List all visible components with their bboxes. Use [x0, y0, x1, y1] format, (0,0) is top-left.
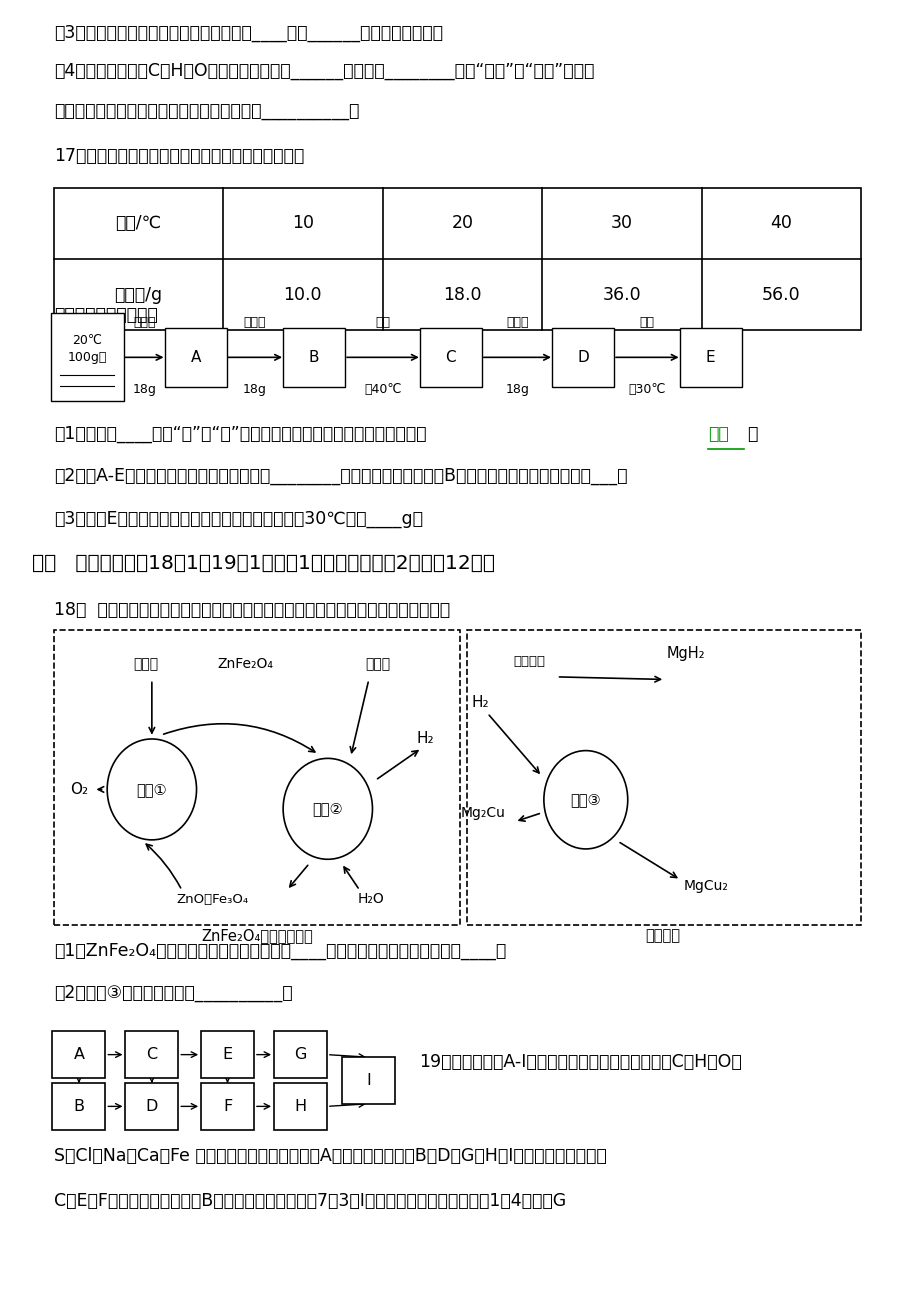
Text: 至40℃: 至40℃: [364, 383, 402, 396]
Text: B: B: [309, 350, 319, 365]
FancyBboxPatch shape: [125, 1031, 178, 1078]
Text: 温度/℃: 温度/℃: [116, 215, 162, 233]
FancyBboxPatch shape: [419, 328, 482, 387]
Text: 按如图步骤进行操作：: 按如图步骤进行操作：: [54, 306, 158, 324]
Text: 40: 40: [769, 215, 791, 233]
Bar: [54, 187, 860, 331]
Text: E: E: [222, 1047, 233, 1062]
Text: MgH₂: MgH₂: [666, 646, 705, 661]
Text: 18g: 18g: [505, 383, 528, 396]
FancyBboxPatch shape: [52, 1031, 106, 1078]
Bar: [54, 630, 460, 926]
Text: 加入甲: 加入甲: [244, 316, 266, 329]
Text: （2）反应③的化学方程式为__________。: （2）反应③的化学方程式为__________。: [54, 983, 292, 1001]
Text: 反应②: 反应②: [312, 801, 343, 816]
Text: A: A: [190, 350, 200, 365]
Ellipse shape: [543, 751, 627, 849]
Text: 上述对肉桂醛性质的描述中属于化学性质的是__________。: 上述对肉桂醛性质的描述中属于化学性质的是__________。: [54, 103, 359, 121]
FancyBboxPatch shape: [165, 328, 226, 387]
Text: （2）在A-E的溶液中，属于不饱和溶液的是________（填序号，下同），与B溶液的溶质质量分数相同的是___；: （2）在A-E的溶液中，属于不饱和溶液的是________（填序号，下同），与B…: [54, 467, 627, 486]
Text: O₂: O₂: [70, 783, 88, 797]
Text: G: G: [294, 1047, 306, 1062]
Text: 100g水: 100g水: [67, 350, 107, 363]
Text: C、E、F均由三种元素组成。B中两种元素的质量比为7：3，I中两种元素的原子个数比为1：4，固态G: C、E、F均由三种元素组成。B中两种元素的质量比为7：3，I中两种元素的原子个数…: [54, 1191, 566, 1210]
Text: 19．如图所示，A-I是初中化学常见的物质，分别由C、H、O、: 19．如图所示，A-I是初中化学常见的物质，分别由C、H、O、: [418, 1053, 741, 1072]
Text: E: E: [705, 350, 715, 365]
Text: 36.0: 36.0: [602, 285, 641, 303]
Text: H₂O: H₂O: [357, 892, 383, 906]
Text: 20: 20: [451, 215, 472, 233]
Text: 56.0: 56.0: [761, 285, 800, 303]
Text: ZnO、Fe₃O₄: ZnO、Fe₃O₄: [176, 893, 248, 906]
Text: 降温: 降温: [639, 316, 654, 329]
Text: 加入甲: 加入甲: [133, 316, 155, 329]
Text: 10: 10: [291, 215, 313, 233]
Text: 三、   我会回答（除18（1）19（1）每空1分外，其余每空2分，共12分）: 三、 我会回答（除18（1）19（1）每空1分外，其余每空2分，共12分）: [31, 553, 494, 573]
Text: H₂: H₂: [471, 695, 488, 711]
Text: I: I: [366, 1073, 370, 1088]
Text: 17．已知甲物质的溶解度与温度的关系如下表所示：: 17．已知甲物质的溶解度与温度的关系如下表所示：: [54, 147, 304, 164]
Text: 反应①: 反应①: [136, 783, 167, 797]
Text: 升温: 升温: [375, 316, 390, 329]
Text: （1）ZnFe₂O₄在循环制氢体系的总反应中起____作用，其中铁元素的化合价为____。: （1）ZnFe₂O₄在循环制氢体系的总反应中起____作用，其中铁元素的化合价为…: [54, 943, 506, 960]
FancyBboxPatch shape: [283, 328, 345, 387]
Text: 10.0: 10.0: [283, 285, 322, 303]
Text: 贮氢反应: 贮氢反应: [644, 928, 679, 943]
Text: D: D: [145, 1099, 158, 1115]
Text: Mg₂Cu: Mg₂Cu: [460, 806, 505, 820]
Text: A: A: [74, 1047, 85, 1062]
Text: ZnFe₂O₄: ZnFe₂O₄: [218, 658, 274, 671]
FancyBboxPatch shape: [679, 328, 741, 387]
Text: S、Cl、Na、Ca、Fe 中的一种或几种元素组成。A由一种元素组成，B、D、G、H、I均由两种元素组成，: S、Cl、Na、Ca、Fe 中的一种或几种元素组成。A由一种元素组成，B、D、G…: [54, 1147, 607, 1164]
Text: 18g: 18g: [132, 383, 156, 396]
Text: C: C: [445, 350, 456, 365]
Text: （1）甲属于____（填“易”或“可”）溶性物质，它的溶解度随温度的升高而: （1）甲属于____（填“易”或“可”）溶性物质，它的溶解度随温度的升高而: [54, 424, 426, 443]
Text: 至30℃: 至30℃: [628, 383, 665, 396]
FancyBboxPatch shape: [52, 1083, 106, 1130]
Text: F: F: [222, 1099, 232, 1115]
Text: H: H: [294, 1099, 306, 1115]
Text: C: C: [146, 1047, 157, 1062]
FancyBboxPatch shape: [342, 1057, 395, 1104]
Text: 太阳能: 太阳能: [132, 658, 158, 671]
Text: 溶解度/g: 溶解度/g: [115, 285, 163, 303]
FancyBboxPatch shape: [274, 1031, 326, 1078]
Text: MgCu₂: MgCu₂: [683, 879, 728, 893]
Text: 加入甲: 加入甲: [505, 316, 528, 329]
Bar: [467, 630, 860, 926]
Text: 反应③: 反应③: [570, 793, 600, 807]
FancyBboxPatch shape: [551, 328, 613, 387]
FancyBboxPatch shape: [201, 1031, 254, 1078]
Text: 18．  氢能是最理想的能源。如图是制取与贮存氢气的一种方法。请回答下列问题：: 18． 氢能是最理想的能源。如图是制取与贮存氢气的一种方法。请回答下列问题：: [54, 600, 450, 618]
Text: （3）玉桂树发生光合作用时吸收空气中的____放出______，缓解温室效应。: （3）玉桂树发生光合作用时吸收空气中的____放出______，缓解温室效应。: [54, 23, 443, 42]
FancyBboxPatch shape: [274, 1083, 326, 1130]
FancyBboxPatch shape: [51, 314, 123, 401]
Text: 18g: 18g: [243, 383, 267, 396]
Text: D: D: [576, 350, 588, 365]
FancyBboxPatch shape: [125, 1083, 178, 1130]
Text: 20℃: 20℃: [72, 335, 102, 348]
Text: （4）肉桂醛分子中C、H、O三种原子个数比为______，其属于________（填“无机”或“有机”）物。: （4）肉桂醛分子中C、H、O三种原子个数比为______，其属于________…: [54, 62, 594, 81]
Text: B: B: [74, 1099, 85, 1115]
Text: 太阳能: 太阳能: [365, 658, 390, 671]
Text: 一定条件: 一定条件: [513, 655, 545, 668]
Text: H₂: H₂: [416, 732, 434, 746]
Text: 30: 30: [610, 215, 632, 233]
Text: （3）要使E中未溶的甲物质全部溶解，至少需要加入30℃的水____g。: （3）要使E中未溶的甲物质全部溶解，至少需要加入30℃的水____g。: [54, 510, 423, 529]
Ellipse shape: [283, 758, 372, 859]
Text: ZnFe₂O₄循环制氢体系: ZnFe₂O₄循环制氢体系: [201, 928, 313, 943]
Ellipse shape: [108, 740, 197, 840]
FancyBboxPatch shape: [201, 1083, 254, 1130]
Text: 18.0: 18.0: [443, 285, 481, 303]
Text: ；: ；: [746, 424, 756, 443]
Text: 增大: 增大: [708, 424, 728, 443]
